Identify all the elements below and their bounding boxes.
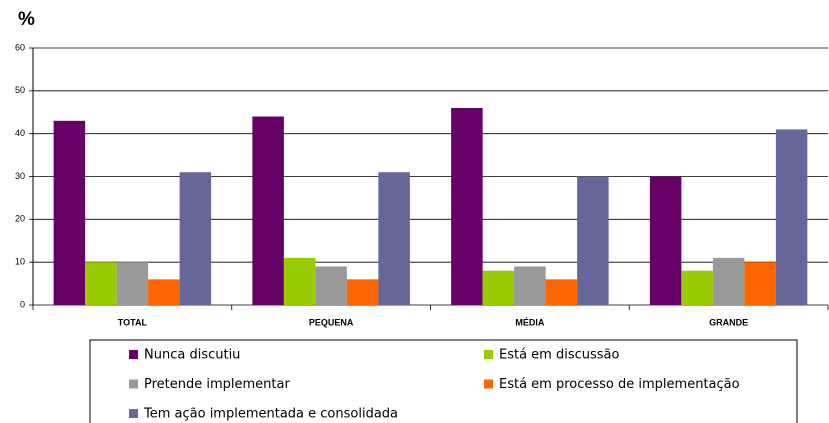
bar	[712, 257, 745, 305]
legend-swatch	[129, 379, 138, 389]
bar	[482, 270, 515, 305]
bar	[451, 107, 483, 305]
bar	[378, 172, 410, 305]
bar	[252, 116, 284, 306]
legend-swatch	[129, 409, 138, 418]
legend-label: Está em discussão	[499, 348, 620, 363]
y-tick-label: 50	[15, 85, 25, 95]
y-axis-label: %	[18, 9, 35, 30]
y-tick-label: 40	[15, 128, 25, 138]
legend-label: Tem ação implementada e consolidada	[143, 407, 398, 422]
legend-label: Está em processo de implementação	[499, 377, 740, 392]
bar	[283, 257, 316, 305]
x-tick-label: TOTAL	[118, 317, 148, 327]
y-tick-label: 10	[15, 257, 25, 267]
y-tick-label: 0	[20, 299, 25, 309]
x-tick-label: PEQUENA	[309, 317, 354, 327]
legend-swatch	[484, 379, 493, 389]
bar	[179, 172, 212, 305]
legend-label: Nunca discutiu	[144, 348, 240, 363]
bar	[545, 279, 578, 305]
bar	[53, 120, 86, 305]
bar	[775, 129, 808, 305]
bar	[514, 266, 546, 305]
legend-label: Pretende implementar	[144, 377, 290, 392]
bar	[649, 176, 682, 305]
bar	[577, 176, 609, 305]
y-tick-label: 30	[15, 171, 25, 181]
bar	[681, 270, 713, 305]
bar	[744, 262, 776, 305]
y-tick-label: 20	[15, 214, 25, 224]
legend-swatch	[129, 350, 138, 359]
x-tick-label: GRANDE	[709, 317, 748, 327]
bar	[85, 262, 117, 305]
bar	[346, 279, 379, 305]
bar	[148, 279, 180, 305]
y-tick-label: 60	[15, 42, 25, 52]
x-tick-label: MÉDIA	[515, 317, 545, 327]
bar	[116, 262, 149, 305]
legend-swatch	[484, 350, 493, 359]
legend-box	[89, 339, 798, 423]
bar	[315, 266, 347, 305]
